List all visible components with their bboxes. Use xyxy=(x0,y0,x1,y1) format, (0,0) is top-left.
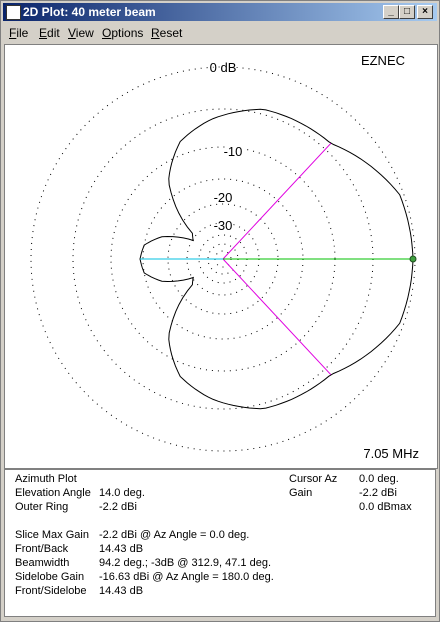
result-label: Front/Sidelobe xyxy=(15,585,87,597)
close-button[interactable]: × xyxy=(417,5,433,19)
maximize-button[interactable]: □ xyxy=(399,5,415,19)
menu-bar: File Edit View Options Reset xyxy=(3,23,437,42)
result-label: Slice Max Gain xyxy=(15,529,89,541)
info-value: -2.2 dBi xyxy=(359,487,397,499)
title-bar: 2D Plot: 40 meter beam _ □ × xyxy=(3,3,437,21)
ring-label: -20 xyxy=(214,190,233,205)
result-label: Front/Back xyxy=(15,543,69,555)
plot-area: EZNEC 7.05 MHz 0 dB -10 -20 -30 xyxy=(4,44,438,469)
menu-item[interactable]: File xyxy=(9,26,29,40)
cursor-dot xyxy=(409,255,417,263)
info-panel: Azimuth Plot Elevation Angle 14.0 deg. Oute… xyxy=(4,469,436,617)
result-value: 94.2 deg.; -3dB @ 312.9, 47.1 deg. xyxy=(99,557,272,569)
info-label: Cursor Az xyxy=(289,473,338,485)
beamwidth-line xyxy=(222,258,332,375)
info-value: 14.0 deg. xyxy=(99,487,145,499)
ring-label: -30 xyxy=(214,218,233,233)
window-title: 2D Plot: 40 meter beam xyxy=(23,5,156,19)
info-label: Outer Ring xyxy=(15,501,69,513)
ring-label: 0 dB xyxy=(210,60,237,75)
minimize-button[interactable]: _ xyxy=(383,5,399,19)
result-value: 14.43 dB xyxy=(99,543,144,555)
menu-item[interactable]: View xyxy=(68,26,94,40)
result-value: 14.43 dB xyxy=(99,585,144,597)
info-value: 0.0 dBmax xyxy=(359,501,412,513)
brand: EZNEC xyxy=(361,53,405,68)
menu-item[interactable]: Edit xyxy=(39,26,60,40)
ring-label: -10 xyxy=(224,144,243,159)
info-label: Elevation Angle xyxy=(15,487,91,499)
menu-item[interactable]: Options xyxy=(102,26,144,40)
polar-plot: EZNEC 7.05 MHz 0 dB -10 -20 -30 xyxy=(30,53,419,461)
info-label: Gain xyxy=(289,487,313,499)
result-value: -16.63 dBi @ Az Angle = 180.0 deg. xyxy=(99,571,274,583)
result-value: -2.2 dBi @ Az Angle = 0.0 deg. xyxy=(99,529,250,541)
result-label: Beamwidth xyxy=(15,557,70,569)
info-heading: Azimuth Plot xyxy=(15,473,77,485)
frequency: 7.05 MHz xyxy=(363,446,419,461)
app-icon xyxy=(6,5,21,20)
info-value: -2.2 dBi xyxy=(99,501,137,513)
beamwidth-line xyxy=(222,143,332,260)
info-value: 0.0 deg. xyxy=(359,473,399,485)
menu-item[interactable]: Reset xyxy=(151,26,183,40)
result-label: Sidelobe Gain xyxy=(15,571,85,583)
